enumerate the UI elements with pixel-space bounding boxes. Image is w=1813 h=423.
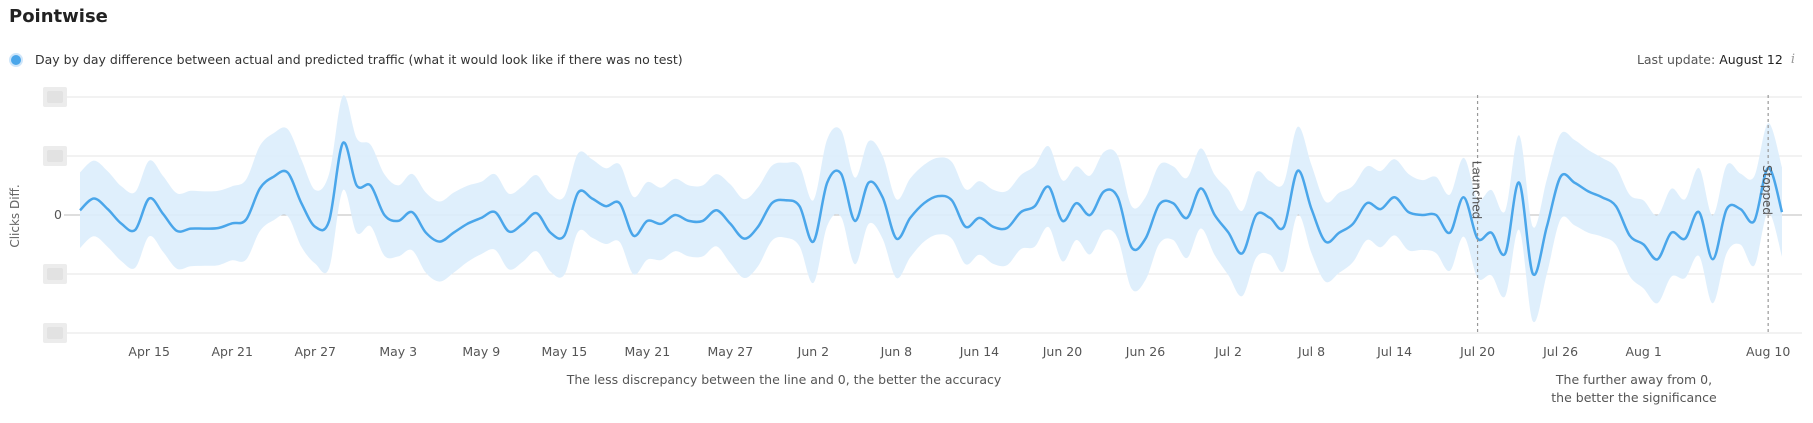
x-tick-label: Apr 27 [294,344,336,359]
x-tick-label: Aug 10 [1746,344,1790,359]
event-markers: Launched Stopped [1470,95,1774,335]
y-axis-title: Clicks Diff. [8,184,22,247]
x-tick-label: Jun 26 [1125,344,1165,359]
x-tick-label: Jul 2 [1214,344,1242,359]
annotation-significance-1: The further away from 0, [1555,372,1712,387]
page-title: Pointwise [9,6,108,27]
legend-label: Day by day difference between actual and… [35,52,683,67]
annotation-accuracy: The less discrepancy between the line an… [566,372,1002,387]
y-tick-placeholder [47,91,63,103]
legend-dot-icon[interactable] [9,52,23,67]
last-update: Last update: August 12 i [1637,52,1795,67]
last-update-label: Last update: [1636,52,1716,67]
last-update-value: August 12 [1719,52,1783,67]
confidence-band [80,95,1782,323]
x-tick-label: May 3 [379,344,417,359]
x-tick-label: May 15 [541,344,587,359]
x-tick-label: May 27 [707,344,753,359]
y-tick-placeholder [47,327,63,339]
x-tick-label: Jul 8 [1297,344,1325,359]
x-tick-label: May 21 [624,344,670,359]
x-tick-label: Jun 20 [1042,344,1082,359]
x-tick-label: Aug 1 [1625,344,1661,359]
y-tick-labels: 0 [43,87,67,343]
x-tick-label: Jul 26 [1542,344,1578,359]
info-icon[interactable]: i [1790,52,1795,67]
chart-annotations: The less discrepancy between the line an… [566,372,1717,405]
y-tick-placeholder [47,268,63,280]
x-tick-label: Jul 14 [1376,344,1412,359]
x-tick-label: Apr 15 [128,344,170,359]
y-axis-title: Clicks Diff. [8,184,22,247]
y-tick-placeholder [47,150,63,162]
x-tick-label: Jun 2 [797,344,829,359]
series-line [79,141,1784,277]
x-tick-label: Jun 14 [959,344,999,359]
marker-label: Launched [1470,161,1484,219]
x-tick-label: Apr 21 [211,344,253,359]
x-tick-label: Jun 8 [880,344,913,359]
marker-label: Stopped [1760,165,1774,215]
legend[interactable]: Day by day difference between actual and… [9,52,683,67]
y-tick-label: 0 [54,207,62,222]
x-tick-labels: Apr 15 Apr 21 Apr 27 May 3 May 9 May 15 May 21… [128,344,1790,359]
x-tick-label: Jul 20 [1459,344,1495,359]
x-tick-label: May 9 [462,344,500,359]
annotation-significance-2: the better the significance [1551,390,1717,405]
